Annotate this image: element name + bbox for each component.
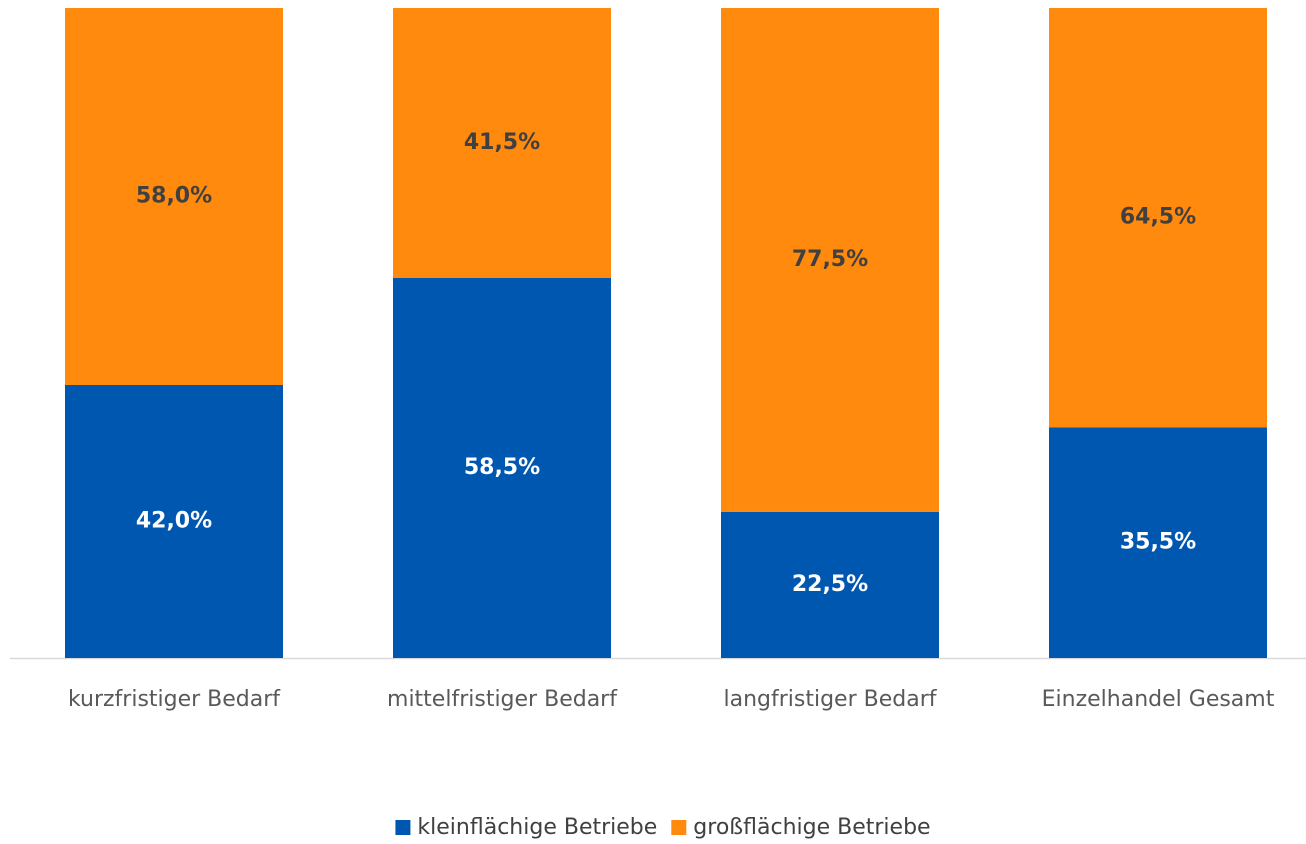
x-tick-label: Einzelhandel Gesamt bbox=[1042, 687, 1275, 712]
data-label: 77,5% bbox=[792, 247, 868, 272]
bar-segment bbox=[721, 511, 939, 658]
data-label: 42,0% bbox=[136, 509, 212, 534]
legend-swatch bbox=[671, 820, 687, 835]
bar-segment bbox=[393, 8, 611, 278]
bar-segment bbox=[65, 385, 283, 658]
bar-segment bbox=[1049, 8, 1267, 428]
data-label: 58,5% bbox=[464, 455, 540, 480]
data-label: 35,5% bbox=[1120, 530, 1196, 555]
x-tick-label: kurzfristiger Bedarf bbox=[68, 687, 281, 712]
data-label: 58,0% bbox=[136, 184, 212, 209]
data-label: 41,5% bbox=[464, 130, 540, 155]
data-label: 22,5% bbox=[792, 572, 868, 597]
data-label: 64,5% bbox=[1120, 205, 1196, 230]
bar-segment bbox=[393, 277, 611, 658]
bar-segment bbox=[65, 8, 283, 385]
x-tick-label: langfristiger Bedarf bbox=[723, 687, 937, 712]
legend-label: großflächige Betriebe bbox=[693, 815, 930, 840]
x-tick-label: mittelfristiger Bedarf bbox=[387, 687, 618, 712]
legend-label: kleinflächige Betriebe bbox=[417, 815, 657, 840]
bar-segment bbox=[1049, 427, 1267, 658]
legend-swatch bbox=[395, 820, 411, 835]
bar-segment bbox=[721, 8, 939, 512]
